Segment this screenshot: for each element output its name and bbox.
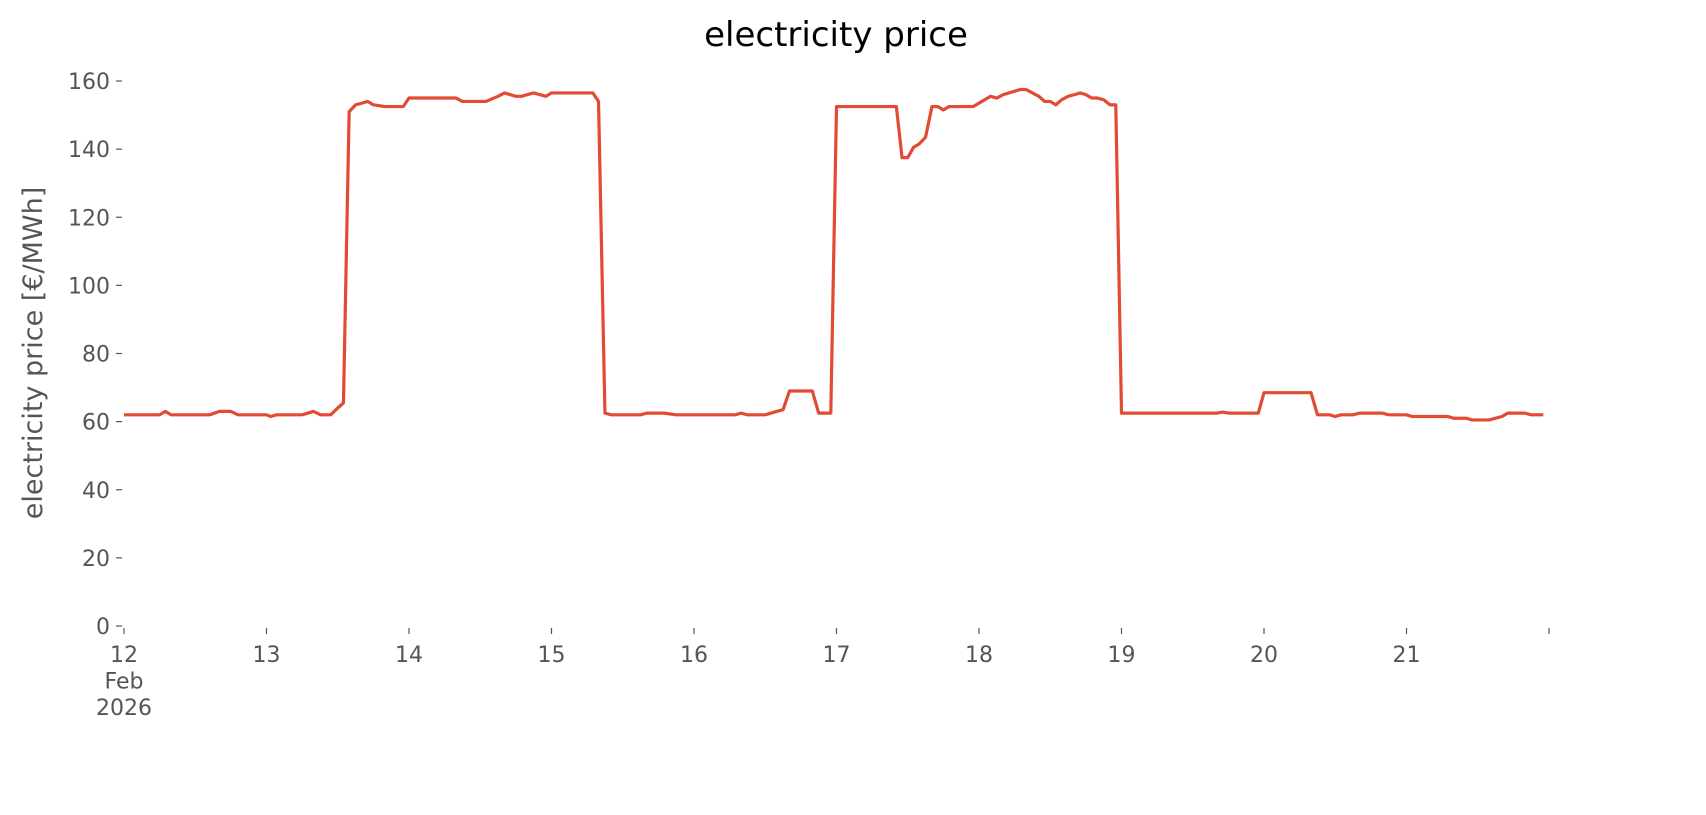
x-tick-label: 17 <box>823 643 851 668</box>
x-tick-label: 21 <box>1393 643 1421 668</box>
chart-title: electricity price <box>704 15 968 55</box>
x-tick-label: 16 <box>680 643 708 668</box>
x-tick-label: 19 <box>1108 643 1136 668</box>
price-line <box>124 87 1544 422</box>
y-tick-label: 40 <box>82 479 110 504</box>
y-tick-label: 140 <box>68 138 110 163</box>
x-tick-label: 20 <box>1250 643 1278 668</box>
x-tick-label: 15 <box>538 643 566 668</box>
x-tick-label: 18 <box>965 643 993 668</box>
y-tick-label: 20 <box>82 547 110 572</box>
x-tick-label: 13 <box>253 643 281 668</box>
y-tick-label: 80 <box>82 343 110 368</box>
y-tick-label: 100 <box>68 274 110 299</box>
x-tick-label: 14 <box>395 643 423 668</box>
y-tick-label: 160 <box>68 70 110 95</box>
x-tick-label: 12 Feb 2026 <box>96 643 152 721</box>
y-tick-label: 120 <box>68 206 110 231</box>
y-tick-label: 0 <box>96 615 110 640</box>
y-tick-label: 60 <box>82 411 110 436</box>
y-axis-label: electricity price [€/MWh] <box>18 187 49 519</box>
